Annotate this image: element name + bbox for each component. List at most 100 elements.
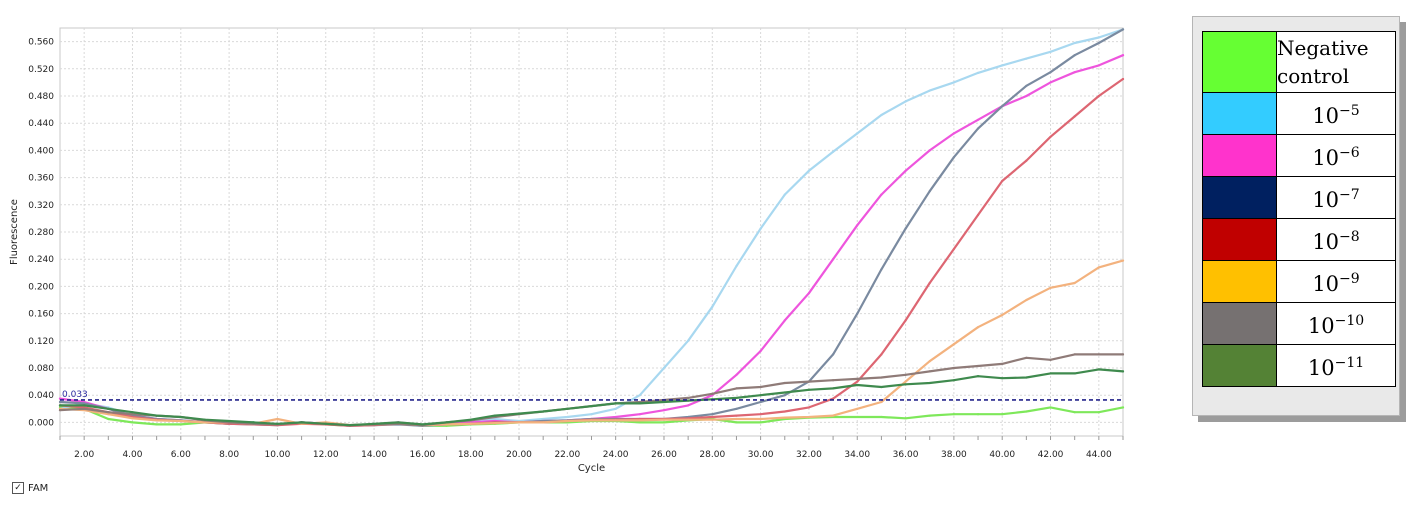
channel-filter[interactable]: ✓ FAM (12, 482, 48, 494)
data-point-e11 (107, 407, 110, 410)
data-point-e9 (759, 417, 762, 421)
data-point-e8 (1049, 135, 1052, 138)
y-tick-label: 0.000 (28, 418, 54, 428)
data-point-e11 (1001, 377, 1004, 380)
data-point-e7 (1097, 41, 1100, 45)
data-point-e10 (131, 413, 134, 416)
legend-label-exponent: −8 (1339, 229, 1360, 245)
data-point-e5 (1049, 50, 1052, 53)
legend-swatch (1202, 344, 1277, 387)
legend-label: 10−7 (1276, 176, 1396, 219)
data-point-e8 (1121, 77, 1125, 81)
data-point-neg (735, 421, 738, 424)
legend-label-base: 10 (1312, 272, 1340, 296)
legend-swatch (1202, 134, 1277, 177)
y-tick-label: 0.240 (28, 255, 54, 265)
data-point-e9 (1049, 286, 1052, 289)
x-tick-label: 36.00 (893, 450, 919, 460)
data-point-e9 (687, 418, 690, 421)
data-point-e6 (880, 193, 883, 196)
data-point-e6 (614, 415, 617, 419)
data-point-e9 (614, 419, 617, 422)
data-point-e10 (759, 385, 762, 389)
data-point-e8 (952, 247, 955, 251)
data-point-e5 (590, 413, 593, 416)
data-point-e9 (783, 416, 786, 419)
data-point-neg (904, 417, 907, 420)
data-point-e11 (131, 411, 134, 414)
data-point-neg (880, 415, 883, 419)
legend-panel: Negative control 10−5 10−6 10−7 10−8 10−9 10−10… (1192, 16, 1400, 416)
x-tick-label: 38.00 (941, 450, 967, 460)
x-tick-label: 4.00 (122, 450, 142, 460)
data-point-neg (976, 413, 980, 416)
data-point-neg (131, 421, 134, 424)
x-tick-label: 10.00 (265, 450, 291, 460)
legend-label: 10−8 (1276, 218, 1396, 261)
data-point-e11 (1121, 370, 1125, 373)
data-point-neg (1025, 410, 1028, 413)
data-point-neg (155, 423, 158, 426)
data-point-e9 (638, 419, 641, 422)
data-point-e11 (276, 422, 279, 425)
y-tick-label: 0.040 (28, 391, 54, 401)
legend-swatch (1202, 302, 1277, 345)
x-tick-label: 8.00 (219, 450, 239, 460)
data-point-e6 (638, 413, 641, 416)
legend-entry-e10: 10−10 (1202, 302, 1396, 345)
legend-label-exponent: −11 (1334, 355, 1365, 371)
x-tick-label: 32.00 (796, 450, 822, 460)
data-point-e11 (252, 421, 255, 424)
data-point-e11 (421, 423, 424, 426)
data-point-e10 (107, 411, 110, 414)
data-point-e9 (735, 417, 738, 421)
fam-checkbox[interactable]: ✓ (12, 482, 24, 494)
data-point-e11 (348, 424, 352, 427)
data-point-e7 (1049, 71, 1052, 74)
data-point-e11 (203, 418, 207, 421)
data-point-e9 (952, 343, 955, 346)
data-point-e8 (807, 406, 811, 409)
x-tick-label: 6.00 (171, 450, 191, 460)
data-point-neg (928, 414, 931, 417)
data-point-e7 (759, 400, 762, 404)
data-point-neg (179, 423, 182, 426)
data-point-e5 (904, 100, 907, 103)
data-point-e7 (880, 268, 883, 271)
y-tick-label: 0.120 (28, 337, 54, 347)
data-point-e11 (445, 421, 448, 424)
x-tick-label: 24.00 (603, 450, 629, 460)
data-point-e9 (276, 417, 279, 421)
legend-label: 10−10 (1276, 302, 1396, 345)
data-point-e11 (397, 421, 400, 424)
data-point-e6 (831, 258, 835, 261)
data-point-e6 (928, 149, 931, 152)
data-point-e9 (155, 419, 158, 422)
data-point-e10 (58, 409, 62, 412)
data-point-e9 (856, 407, 859, 410)
data-point-e9 (203, 421, 207, 424)
data-point-e9 (469, 422, 472, 425)
data-point-neg (107, 417, 110, 421)
data-point-e5 (1073, 41, 1076, 45)
data-point-e11 (469, 418, 472, 421)
data-point-e8 (928, 281, 931, 285)
data-point-e5 (759, 227, 762, 230)
data-point-e5 (831, 150, 835, 153)
data-point-e8 (831, 397, 835, 400)
legend-entry-e11: 10−11 (1202, 344, 1396, 387)
x-tick-label: 44.00 (1086, 450, 1112, 460)
data-point-e11 (1097, 368, 1100, 371)
y-tick-label: 0.160 (28, 310, 54, 320)
data-point-e8 (1025, 159, 1028, 162)
x-tick-label: 30.00 (748, 450, 774, 460)
x-tick-label: 2.00 (74, 450, 94, 460)
data-point-e5 (952, 81, 955, 84)
legend-table: Negative control 10−5 10−6 10−7 10−8 10−9 10−10… (1202, 31, 1396, 387)
x-tick-label: 16.00 (410, 450, 436, 460)
data-point-e11 (372, 422, 376, 425)
x-tick-label: 20.00 (506, 450, 532, 460)
data-point-e11 (807, 388, 811, 391)
legend-label-line: control (1277, 64, 1350, 88)
data-point-e10 (783, 381, 786, 385)
